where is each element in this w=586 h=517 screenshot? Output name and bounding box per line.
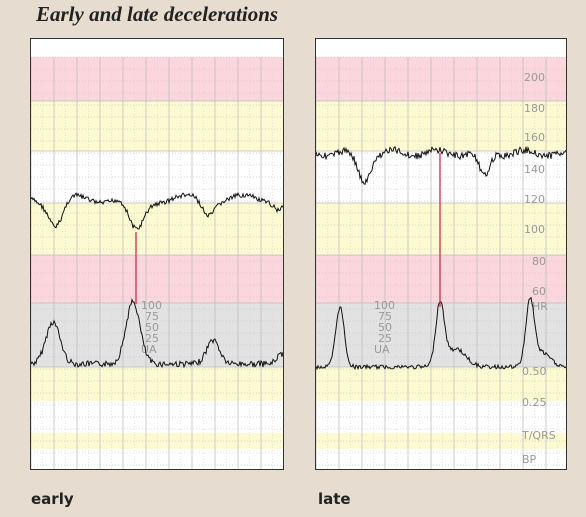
band-white [316,151,566,203]
hr-scale-label: HR [532,300,548,313]
hr-scale-label: 180 [524,102,545,115]
hr-scale-label: 80 [532,255,546,268]
band-yellow [316,433,566,449]
lower-scale-label: T/QRS [521,429,556,442]
late-caption: late [318,490,351,508]
late-deceleration-trace: 100 75 50 25 UA 200 180 160 140 120 100 80 60 HR 0.50 0… [315,38,567,470]
band-yellow [31,101,283,151]
hr-scale-label: 160 [524,131,545,144]
band-grey [316,303,566,367]
ua-scale-label: 50 [378,321,392,334]
band-yellow [31,203,283,255]
band-white [316,39,566,57]
ua-scale-label: 100 [141,299,162,312]
ua-scale-label: 75 [378,310,392,323]
ua-scale-label: 25 [378,332,392,345]
hr-scale-label: 140 [524,163,545,176]
band-white [31,39,283,57]
heart-rate-trace [31,192,283,230]
band-white [31,449,283,469]
hr-scale-label: 100 [524,223,545,236]
band-white [316,401,566,433]
page-title: Early and late decelerations [36,2,279,26]
uterine-activity-trace [31,298,283,369]
band-yellow [316,203,566,255]
hr-scale-label: 120 [524,193,545,206]
band-white [316,449,566,469]
late-trace-chart: 100755025UA2001801601401201008060HR0.500… [316,39,566,469]
ua-scale-label: 25 [145,332,159,345]
lower-scale-label: 0.25 [522,396,547,409]
band-pink [31,57,283,101]
band-pink [316,57,566,101]
ua-scale-label: 75 [145,310,159,323]
heart-rate-trace [316,145,566,185]
band-grey [31,303,283,367]
lower-scale-label: 0.50 [522,365,547,378]
hr-scale-label: 60 [532,285,546,298]
band-pink [31,255,283,303]
early-caption: early [31,490,74,508]
uterine-activity-trace [316,296,566,371]
band-yellow [316,367,566,401]
band-yellow [31,367,283,401]
band-pink [316,255,566,303]
early-deceleration-trace: 100 75 50 25 UA [30,38,284,470]
lower-scale-label: BP [522,453,537,466]
ua-scale-label: 50 [145,321,159,334]
ua-scale-label: UA [374,343,390,356]
hr-scale-label: 200 [524,71,545,84]
band-yellow [316,101,566,151]
ua-scale-label: 100 [374,299,395,312]
